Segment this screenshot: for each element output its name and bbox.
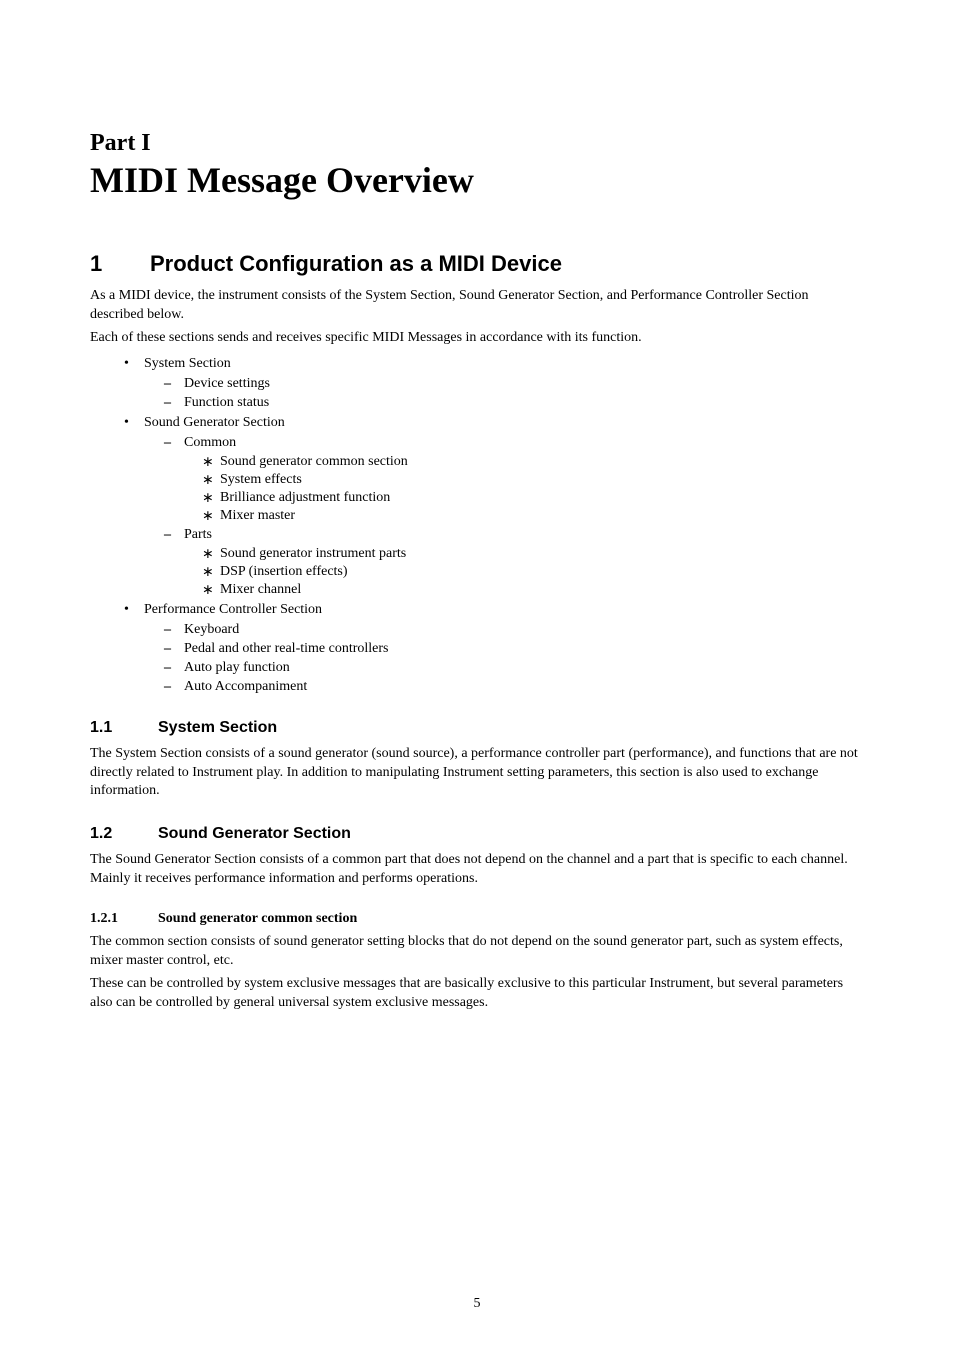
list-item-label: Keyboard [184,622,239,637]
list-item-label: Pedal and other real-time controllers [184,641,388,656]
list-item-label: Device settings [184,376,270,391]
list-item: Mixer channel [202,582,864,598]
list-item-label: Mixer channel [220,582,301,597]
list-item: Parts Sound generator instrument parts D… [164,527,864,598]
list-item: Common Sound generator common section Sy… [164,435,864,524]
list-item-label: Common [184,435,236,450]
section-1-1-number: 1.1 [90,719,158,737]
list-item: DSP (insertion effects) [202,564,864,580]
list-item-label: Performance Controller Section [144,602,322,617]
section-1-2-1-title: Sound generator common section [158,911,357,926]
list-item: System Section Device settings Function … [124,356,864,411]
section-1-2-1-number: 1.2.1 [90,911,158,927]
section-1-1-heading: 1.1System Section [90,719,864,737]
section-1-2-1-para-2: These can be controlled by system exclus… [90,975,864,1013]
section-1-2-number: 1.2 [90,825,158,843]
list-item: System effects [202,472,864,488]
list-item-label: Function status [184,395,269,410]
sublist: Keyboard Pedal and other real-time contr… [164,622,864,695]
sublist: Device settings Function status [164,376,864,411]
page-number: 5 [0,1296,954,1312]
list-item: Device settings [164,376,864,392]
section-1-para-2: Each of these sections sends and receive… [90,329,864,348]
part-title: MIDI Message Overview [90,159,864,201]
section-1-2-para: The Sound Generator Section consists of … [90,851,864,889]
outline-list: System Section Device settings Function … [124,356,864,695]
list-item: Sound generator instrument parts [202,546,864,562]
list-item: Sound Generator Section Common Sound gen… [124,415,864,598]
list-item-label: Auto play function [184,660,290,675]
section-1-2-title: Sound Generator Section [158,825,351,842]
section-1-number: 1 [90,251,150,277]
list-item: Mixer master [202,508,864,524]
section-1-para-1: As a MIDI device, the instrument consist… [90,287,864,325]
list-item: Auto play function [164,660,864,676]
list-item-label: DSP (insertion effects) [220,564,348,579]
list-item: Keyboard [164,622,864,638]
sublist: Sound generator common section System ef… [202,454,864,524]
list-item: Auto Accompaniment [164,679,864,695]
list-item-label: Sound generator instrument parts [220,546,406,561]
section-1-1-title: System Section [158,719,277,736]
sublist: Common Sound generator common section Sy… [164,435,864,598]
sublist: Sound generator instrument parts DSP (in… [202,546,864,598]
section-1-2-1-para-1: The common section consists of sound gen… [90,933,864,971]
list-item-label: Brilliance adjustment function [220,490,390,505]
list-item: Brilliance adjustment function [202,490,864,506]
list-item: Pedal and other real-time controllers [164,641,864,657]
list-item-label: System effects [220,472,302,487]
section-1-2-1-heading: 1.2.1Sound generator common section [90,911,864,927]
list-item: Sound generator common section [202,454,864,470]
list-item-label: Sound generator common section [220,454,408,469]
part-label: Part I [90,130,864,157]
section-1-2-heading: 1.2Sound Generator Section [90,825,864,843]
section-1-1-para: The System Section consists of a sound g… [90,745,864,802]
list-item: Function status [164,395,864,411]
document-page: Part I MIDI Message Overview 1Product Co… [0,0,954,1350]
list-item: Performance Controller Section Keyboard … [124,602,864,695]
section-1-heading: 1Product Configuration as a MIDI Device [90,251,864,277]
list-item-label: Sound Generator Section [144,415,285,430]
section-1-title: Product Configuration as a MIDI Device [150,251,562,276]
list-item-label: System Section [144,356,231,371]
list-item-label: Mixer master [220,508,295,523]
list-item-label: Parts [184,527,212,542]
list-item-label: Auto Accompaniment [184,679,307,694]
